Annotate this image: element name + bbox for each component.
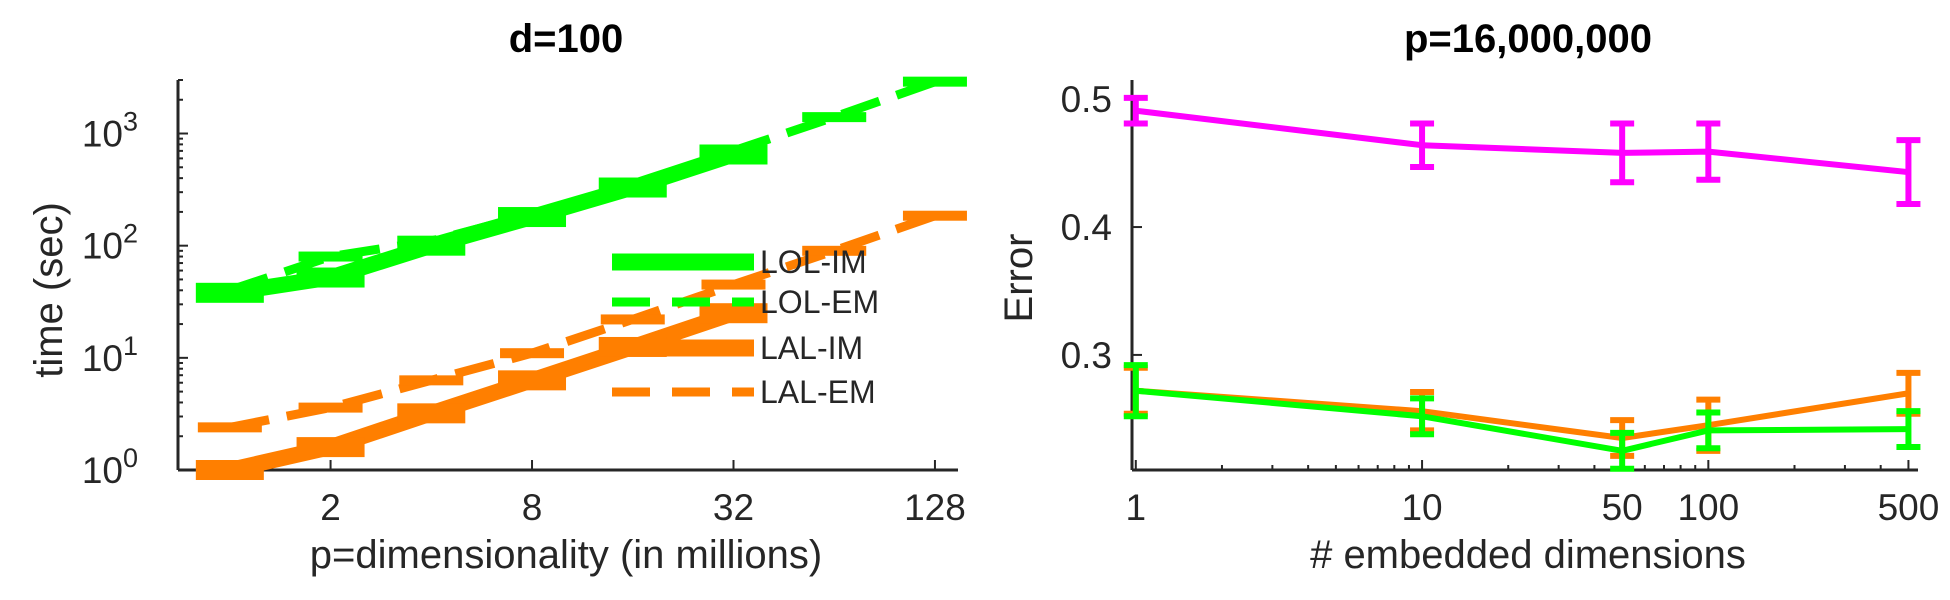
- chart1-legend-label-lal-em: LAL-EM: [760, 374, 876, 410]
- chart1-point-lal-im: [699, 303, 768, 324]
- chart1-point-lol-im: [296, 267, 365, 288]
- chart2-series-3: [1123, 362, 1921, 472]
- chart1-y-tick-label: 102: [82, 219, 138, 267]
- chart1-point-lal-em: [399, 375, 464, 386]
- chart1-y-label: time (sec): [27, 202, 71, 378]
- chart1-point-lal-em: [802, 245, 867, 256]
- chart1-x-tick-label: 32: [713, 487, 754, 528]
- chart2-series-2: [1123, 364, 1921, 459]
- chart1-x-tick-label: 8: [522, 487, 543, 528]
- chart2-series-line: [1135, 387, 1909, 454]
- chart1-point-lol-em: [399, 236, 464, 247]
- chart1-y-tick-label: 100: [82, 443, 138, 491]
- chart1-point-lal-em: [600, 314, 665, 325]
- chart2-x-tick-label: 1: [1125, 487, 1146, 528]
- chart1-point-lal-im: [195, 460, 264, 480]
- chart1-y-tick-label: 101: [82, 331, 138, 379]
- chart1-point-lal-em: [197, 422, 262, 433]
- chart1-x-label: p=dimensionality (in millions): [310, 533, 822, 577]
- chart1-point-lol-em: [600, 181, 665, 192]
- chart1-x-tick-label: 2: [320, 487, 341, 528]
- chart2-y-tick-label: 0.5: [1061, 79, 1112, 120]
- chart2-title: p=16,000,000: [1404, 17, 1652, 61]
- chart2-x-tick-label: 10: [1401, 487, 1442, 528]
- chart1-point-lol-em: [298, 251, 363, 262]
- chart1-y-tick-label: 103: [82, 107, 138, 155]
- chart1-point-lol-em: [802, 112, 867, 123]
- chart2-x-tick-label: 500: [1878, 487, 1940, 528]
- chart1-legend-label-lal-im: LAL-IM: [760, 330, 863, 366]
- chart1-point-lal-em: [298, 402, 363, 413]
- chart1-x-tick-label: 128: [904, 487, 966, 528]
- chart2-x-tick-label: 50: [1602, 487, 1643, 528]
- chart2-y-tick-label: 0.4: [1061, 207, 1112, 248]
- chart1-title: d=100: [509, 17, 624, 61]
- chart1-point-lal-em: [701, 279, 766, 290]
- chart1-plot-area: 100 101 102 103 2 8 32 128 LOL-IM LOL-EM LAL-IM LAL…: [82, 76, 967, 528]
- chart2-y-tick-label: 0.3: [1061, 335, 1112, 376]
- chart1-point-lol-em: [701, 145, 766, 156]
- chart2-series-line: [1135, 107, 1909, 176]
- chart1-point-lal-im: [397, 403, 466, 424]
- chart2-plot-area: 0.3 0.4 0.5 1 10 50 100 500: [1061, 79, 1940, 528]
- chart1-point-lal-im: [498, 370, 567, 391]
- chart1-legend: LOL-IM LOL-EM LAL-IM LAL-EM: [612, 244, 879, 410]
- chart1-legend-label-lol-im: LOL-IM: [760, 244, 867, 280]
- chart2-series-1: [1123, 94, 1921, 208]
- chart1-point-lal-im: [296, 437, 365, 458]
- chart1-point-lol-em: [500, 209, 565, 220]
- chart1-point-lal-em: [500, 348, 565, 359]
- chart1-point-lol-em: [197, 285, 262, 296]
- chart2-x-label: # embedded dimensions: [1310, 533, 1746, 577]
- chart1-point-lol-em: [902, 76, 967, 87]
- chart1-point-lal-em: [902, 210, 967, 221]
- chart1-legend-label-lol-em: LOL-EM: [760, 284, 879, 320]
- chart2-y-label: Error: [997, 234, 1041, 323]
- chart2-x-tick-label: 100: [1677, 487, 1739, 528]
